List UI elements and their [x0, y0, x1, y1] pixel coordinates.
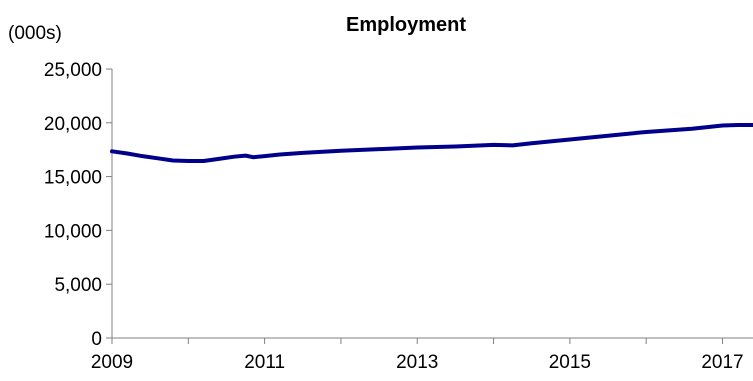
y-axis-ticks: 0 5,000 10,000 15,000 20,000 25,000 [44, 60, 112, 350]
x-tick-label: 2017 [701, 352, 743, 373]
y-tick-label: 0 [91, 329, 102, 350]
y-axis-unit-label: (000s) [8, 23, 62, 44]
x-tick-label: 2013 [396, 352, 438, 373]
y-tick-label: 10,000 [44, 221, 102, 242]
axes [111, 69, 753, 339]
y-tick-label: 15,000 [44, 168, 102, 189]
employment-series-line [110, 122, 753, 163]
x-tick-label: 2015 [549, 352, 591, 373]
y-tick-label: 5,000 [54, 275, 102, 296]
x-axis-ticks: 2009 2011 2013 2015 2017 [91, 338, 744, 373]
x-tick-label: 2011 [244, 352, 285, 373]
series-group [110, 122, 753, 163]
x-tick-label: 2009 [91, 352, 133, 373]
y-tick-label: 25,000 [44, 60, 102, 81]
chart-title: Employment [346, 14, 466, 36]
y-tick-label: 20,000 [44, 114, 102, 135]
